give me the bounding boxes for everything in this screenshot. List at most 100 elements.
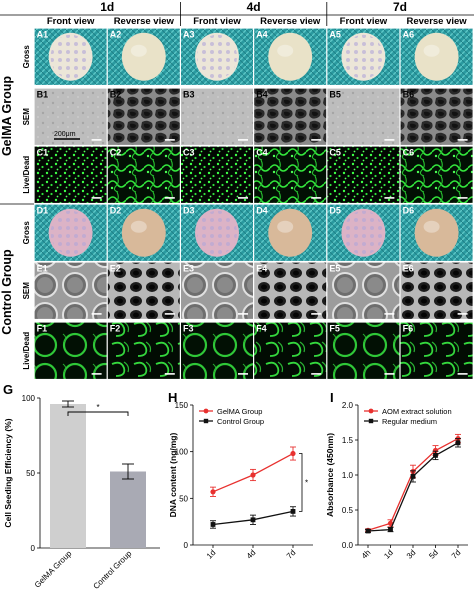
view-header: Front view: [340, 16, 388, 27]
group-labels: GelMA Group Control Group Gross SEM Live/Dea…: [0, 45, 34, 370]
cell-image: [327, 322, 400, 379]
legend-entry: Control Group: [217, 417, 264, 426]
cell-label: F6: [403, 324, 414, 334]
scaffold-pores: [343, 210, 384, 255]
data-point: [410, 474, 416, 479]
cell-image: [107, 262, 180, 319]
y-tick-label: 0.0: [342, 541, 354, 550]
legend-marker: [368, 418, 374, 424]
image-cell: B2: [107, 88, 180, 145]
row-label: Live/Dead: [22, 332, 31, 370]
y-tick-label: 0: [184, 541, 189, 550]
x-tick-label: 4h: [360, 548, 373, 561]
cell-image: [400, 262, 473, 319]
group-label: Control Group: [0, 249, 14, 335]
scaffold-pores: [50, 34, 91, 79]
cell-label: E2: [110, 264, 121, 274]
view-header: Reverse view: [114, 16, 175, 27]
row-label: SEM: [22, 108, 31, 126]
cell-image: [34, 146, 107, 203]
cell-image: [327, 262, 400, 319]
cell-image: [34, 88, 107, 145]
panel-letter: I: [330, 390, 334, 405]
y-tick-label: 50: [26, 469, 35, 478]
image-cell: F5: [327, 322, 400, 379]
cell-label: C3: [183, 148, 195, 158]
x-tick-label: 1d: [205, 548, 218, 561]
cell-image: [327, 88, 400, 145]
significance-marker: *: [305, 478, 308, 487]
scaffold-highlight: [130, 44, 147, 57]
cell-image: [254, 146, 327, 203]
cell-label: C6: [403, 148, 415, 158]
row-label: Gross: [22, 45, 31, 69]
scaffold-pores: [197, 34, 237, 79]
cell-label: A2: [110, 30, 122, 40]
cell-label: D2: [110, 206, 122, 216]
image-cell: A3: [181, 28, 253, 85]
data-point: [210, 489, 216, 495]
bar: [50, 404, 86, 548]
y-tick-label: 0.5: [342, 506, 354, 515]
cell-image: [400, 146, 473, 203]
data-point: [250, 517, 256, 523]
series-line: [367, 438, 459, 531]
figure-header: 1d 4d 7d Front view Reverse view Front view Re…: [0, 0, 474, 27]
scaffold-disc: [414, 208, 459, 257]
image-cell: E6: [400, 262, 473, 319]
y-tick-label: 1.5: [342, 436, 354, 445]
row-label: SEM: [22, 282, 31, 300]
image-cell: B6: [400, 88, 473, 145]
x-tick-label: 7d: [285, 548, 298, 561]
cell-image: [181, 88, 253, 145]
image-cell: D5: [327, 204, 400, 261]
x-tick-label: GelMA Group: [33, 549, 74, 590]
panel-letter: G: [3, 382, 13, 397]
legend-entry: GelMA Group: [217, 407, 262, 416]
image-cell: B4: [254, 88, 327, 145]
charts: G 0 50 100 Cell Seeding Efficiency (%) GelMA …: [3, 382, 468, 591]
legend-marker: [203, 418, 209, 424]
y-tick-label: 150: [175, 401, 189, 410]
view-header: Reverse view: [260, 16, 321, 27]
image-cell: B3: [181, 88, 253, 145]
cell-label: E6: [403, 264, 414, 274]
cell-label: D1: [37, 206, 49, 216]
data-point: [210, 522, 216, 527]
data-point: [387, 520, 394, 526]
image-cell: A4: [254, 28, 327, 85]
image-cell: B1: [34, 88, 107, 145]
cell-label: F2: [110, 324, 121, 334]
image-cell: A6: [400, 28, 473, 85]
cell-image: [254, 262, 327, 319]
significance-marker: *: [96, 403, 99, 412]
image-cell: F1: [34, 322, 107, 379]
cell-image: [34, 262, 107, 319]
panel-letter: H: [168, 390, 177, 405]
scaffold-highlight: [130, 220, 147, 233]
image-cell: F6: [400, 322, 473, 379]
data-point: [388, 527, 393, 532]
y-axis-title: DNA content (ng/mg): [168, 433, 178, 518]
y-axis-title: Cell Seeding Efficiency (%): [3, 418, 13, 527]
cell-image: [107, 146, 180, 203]
cell-image: [181, 322, 253, 379]
scaffold-highlight: [277, 220, 294, 233]
image-cell: A2: [107, 28, 180, 85]
data-point: [433, 453, 438, 458]
y-axis-title: Absorbance (450nm): [325, 433, 335, 517]
cell-label: F4: [256, 324, 267, 334]
scaffold-highlight: [423, 44, 440, 57]
bar: [110, 471, 146, 548]
cell-label: E5: [329, 264, 340, 274]
significance-bracket: [67, 411, 129, 416]
x-tick-label: 7d: [450, 548, 463, 561]
image-cell: B5: [327, 88, 400, 145]
data-point: [432, 447, 439, 454]
cell-label: A6: [403, 30, 415, 40]
view-header: Front view: [193, 16, 241, 27]
series-line: [367, 442, 459, 532]
image-cell: C1: [34, 146, 107, 203]
cell-image: [107, 88, 180, 145]
